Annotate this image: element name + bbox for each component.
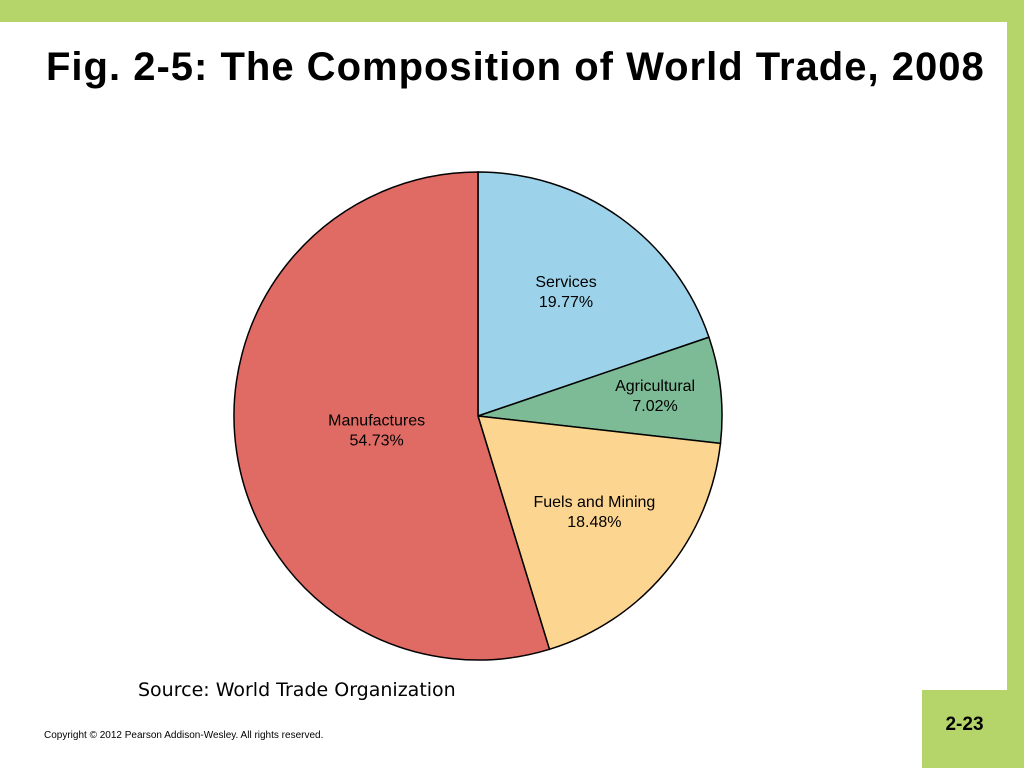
pie-slice bbox=[477, 171, 710, 418]
pie-slice bbox=[477, 336, 723, 445]
slice-value: 18.48% bbox=[567, 514, 621, 531]
page-number: 2-23 bbox=[945, 714, 984, 735]
chart: Services 19.77% Agricultural 7.02% Fuels and… bbox=[233, 171, 723, 661]
page-number-box bbox=[922, 690, 1007, 768]
top-band bbox=[0, 0, 1024, 22]
slice-label: Services bbox=[535, 274, 596, 291]
copyright: Copyright © 2012 Pearson Addison-Wesley.… bbox=[44, 730, 324, 741]
chart-title: Fig. 2-5: The Composition of World Trade… bbox=[46, 45, 985, 89]
right-band bbox=[1007, 0, 1024, 768]
source: Source: World Trade Organization bbox=[138, 679, 456, 701]
slice-label: Fuels and Mining bbox=[533, 494, 655, 511]
slice-label: Manufactures bbox=[328, 412, 425, 429]
slice-value: 54.73% bbox=[350, 432, 404, 449]
slice-value: 7.02% bbox=[632, 398, 677, 415]
pie-slice bbox=[476, 415, 722, 651]
slice-label: Agricultural bbox=[615, 378, 695, 395]
pie-slice bbox=[233, 171, 551, 661]
slice-value: 19.77% bbox=[539, 294, 593, 311]
